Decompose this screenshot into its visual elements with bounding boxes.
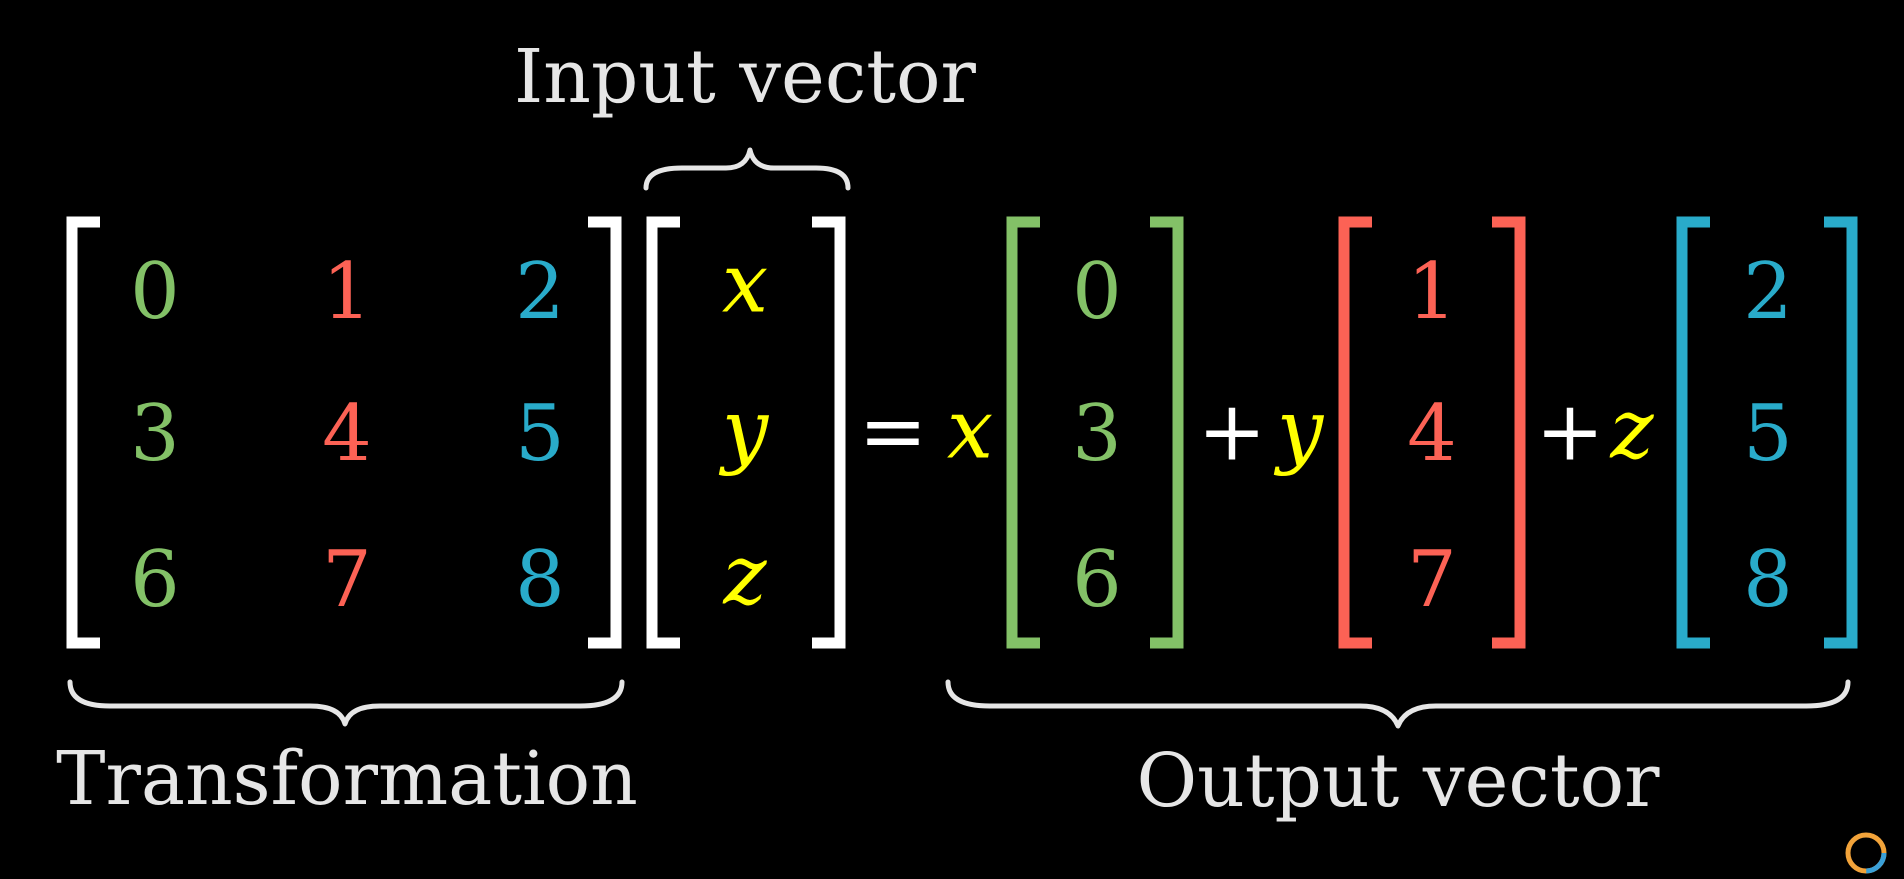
matrix-right-bracket [588, 216, 622, 649]
input-vector-entry-z: z [722, 529, 767, 624]
coefficient-y: y [1273, 383, 1325, 478]
coefficient-z: z [1609, 383, 1654, 478]
input-vector-entries: x y z [718, 237, 770, 624]
output-column-1-entry: 0 [1072, 247, 1122, 337]
plus-sign-2: + [1536, 385, 1605, 480]
input-vector-entry-x: x [722, 237, 768, 332]
matrix-entry: 0 [130, 247, 180, 337]
input-vector-label: Input vector [514, 34, 977, 120]
matrix-entry: 6 [130, 535, 180, 625]
coefficient-x: x [947, 383, 993, 478]
input-vector-right-bracket [812, 216, 846, 649]
output-column-2-right-bracket [1492, 216, 1526, 649]
output-column-2-entry: 1 [1407, 247, 1457, 337]
transformation-label: Transformation [56, 736, 638, 822]
output-column-1-entry: 6 [1072, 535, 1122, 625]
matrix-entry: 7 [322, 535, 372, 625]
output-column-3-left-bracket [1676, 216, 1710, 649]
output-column-3-entry: 5 [1743, 389, 1793, 479]
output-column-2-left-bracket [1338, 216, 1372, 649]
loading-spinner-icon [1845, 832, 1887, 874]
output-column-2-entry: 4 [1407, 389, 1457, 479]
matrix-left-bracket [66, 216, 100, 649]
matrix-entry: 8 [515, 535, 565, 625]
output-column-1-right-bracket [1150, 216, 1184, 649]
plus-sign-1: + [1198, 385, 1267, 480]
output-column-2-entry: 7 [1407, 535, 1457, 625]
input-vector-entry-y: y [718, 383, 770, 478]
output-column-1-entry: 3 [1072, 389, 1122, 479]
equals-sign: = [859, 385, 928, 480]
output-vector-brace [945, 679, 1851, 729]
matrix-entry: 5 [515, 389, 565, 479]
matrix-entries: 0 1 2 3 4 5 6 7 8 [130, 247, 565, 625]
transformation-brace [67, 679, 625, 727]
output-column-3-entry: 8 [1743, 535, 1793, 625]
output-vector-label: Output vector [1136, 738, 1660, 824]
matrix-entry: 4 [322, 389, 372, 479]
output-column-3-entry: 2 [1743, 247, 1793, 337]
input-vector-left-bracket [646, 216, 680, 649]
matrix-entry: 1 [322, 247, 372, 337]
matrix-entry: 3 [130, 389, 180, 479]
output-column-3-right-bracket [1824, 216, 1858, 649]
matrix-entry: 2 [515, 247, 565, 337]
input-vector-brace [643, 147, 851, 191]
output-column-1-left-bracket [1006, 216, 1040, 649]
